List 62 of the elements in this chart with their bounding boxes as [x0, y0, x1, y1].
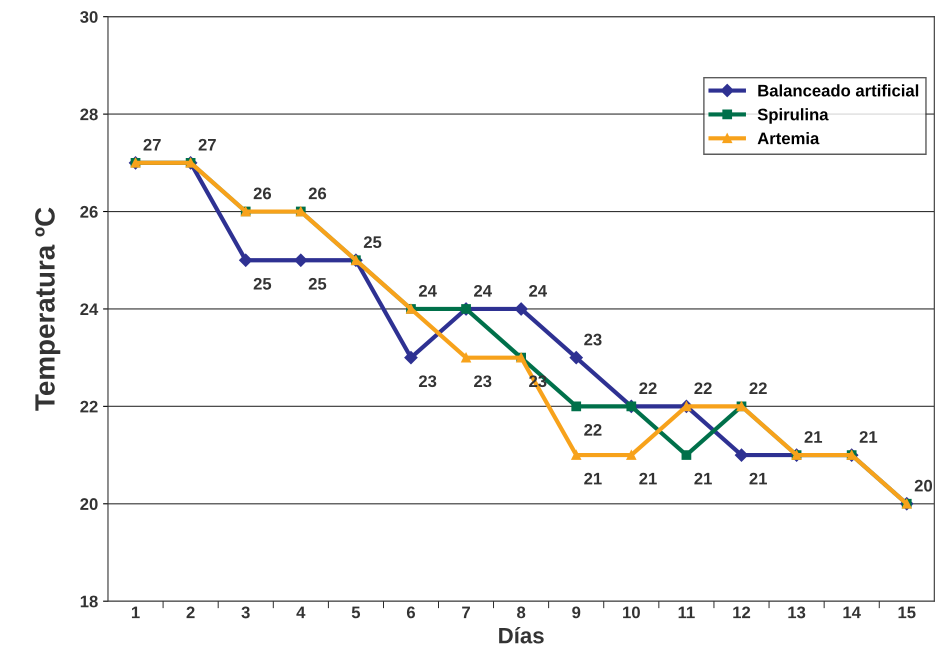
x-tick-label: 14 — [843, 606, 861, 618]
x-tick-label: 7 — [462, 606, 470, 618]
data-label: 20 — [914, 480, 932, 492]
data-label: 26 — [254, 188, 272, 200]
data-label: 22 — [584, 424, 602, 436]
legend-label: Artemia — [758, 132, 820, 144]
y-tick-label: 30 — [80, 11, 98, 23]
data-label: 22 — [639, 382, 657, 394]
data-label: 23 — [474, 375, 492, 388]
x-tick-label: 9 — [572, 606, 580, 618]
x-tick-label: 11 — [678, 606, 695, 618]
point — [570, 351, 583, 364]
point — [571, 450, 582, 460]
x-axis-title: Días — [499, 626, 544, 644]
data-label: 26 — [308, 188, 326, 200]
point — [571, 402, 582, 412]
y-axis-title: Temperatura ºC — [35, 208, 60, 411]
point — [626, 450, 636, 460]
data-label: 24 — [474, 284, 492, 297]
data-label: 24 — [418, 284, 437, 297]
point — [404, 351, 418, 364]
data-label: 21 — [804, 431, 822, 443]
y-tick-label: 28 — [80, 108, 98, 120]
data-label: 21 — [694, 472, 712, 484]
data-label: 25 — [254, 278, 272, 290]
point — [294, 254, 308, 267]
x-tick-label: 10 — [623, 606, 640, 618]
x-tick-label: 8 — [517, 606, 526, 618]
point — [514, 302, 528, 316]
x-tick-label: 15 — [898, 606, 916, 618]
x-tick-label: 12 — [733, 606, 750, 618]
data-label: 21 — [749, 472, 767, 484]
data-label: 27 — [198, 138, 216, 150]
x-tick-label: 5 — [352, 606, 360, 618]
x-tick-label: 1 — [132, 606, 140, 618]
x-tick-label: 2 — [186, 606, 195, 618]
x-tick-label: 13 — [788, 606, 806, 618]
point — [239, 254, 252, 267]
legend-label: Spirulina — [758, 108, 829, 124]
y-tick-label: 26 — [80, 206, 98, 218]
data-label: 23 — [584, 334, 602, 346]
y-tick-label: 22 — [80, 400, 98, 412]
data-label: 23 — [418, 375, 436, 388]
point — [734, 448, 748, 462]
point — [682, 450, 692, 460]
data-label: 24 — [529, 284, 547, 297]
data-label: 27 — [144, 138, 161, 150]
data-label: 21 — [584, 472, 602, 484]
data-label: 22 — [749, 382, 767, 394]
x-tick-label: 4 — [296, 606, 306, 618]
data-label: 21 — [639, 472, 657, 484]
point — [461, 352, 471, 363]
legend-label: Balanceado artificial — [758, 84, 918, 97]
x-tick-label: 3 — [241, 606, 250, 618]
y-tick-label: 20 — [80, 498, 98, 510]
data-label: 25 — [308, 278, 326, 290]
data-label: 22 — [694, 382, 712, 394]
data-label: 25 — [364, 236, 382, 248]
data-label: 21 — [860, 431, 878, 443]
y-tick-label: 18 — [80, 596, 98, 608]
x-tick-label: 6 — [406, 606, 415, 618]
y-tick-label: 24 — [80, 303, 98, 315]
